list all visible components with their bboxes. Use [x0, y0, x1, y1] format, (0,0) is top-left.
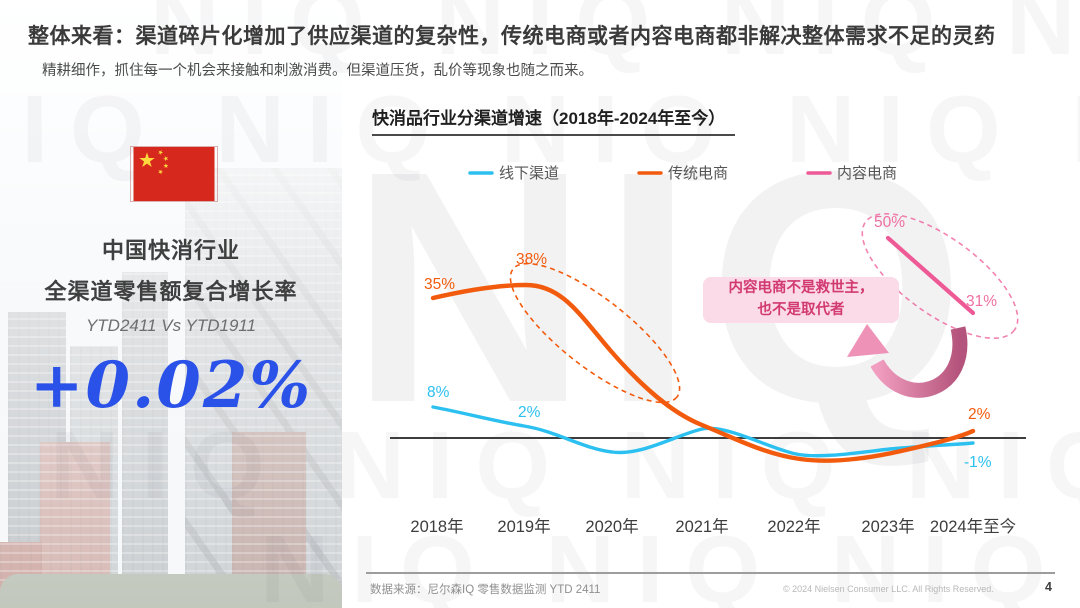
- point-label-content-2024: 31%: [966, 293, 997, 310]
- point-label-content-2023: 50%: [874, 214, 905, 231]
- slide-subtitle: 精耕细作，抓住每一个机会来接触和刺激消费。但渠道压货，乱价等现象也随之而来。: [42, 63, 593, 79]
- china-flag-icon: [133, 147, 215, 201]
- highlight-ellipse-traditional: [509, 262, 681, 404]
- point-label-traditional-2019: 38%: [516, 251, 547, 268]
- highlight-ellipse-content: [861, 212, 1019, 340]
- series-line-content: [885, 235, 976, 316]
- market-heading: 中国快消行业: [101, 238, 240, 263]
- legend-item-traditional-ecommerce: 传统电商: [637, 162, 728, 183]
- x-axis-label-2022: 2022年: [767, 518, 821, 536]
- x-axis-label-2024: 2024年至今: [929, 518, 1017, 536]
- line-chart-plot: 35% 38% 2% 8% 2% -1% 50% 31%: [390, 212, 1026, 471]
- x-axis: 2018年 2019年 2020年 2021年 2022年 2023年 2024…: [370, 513, 1040, 537]
- x-axis-label-2021: 2021年: [675, 518, 729, 536]
- point-label-offline-2024: -1%: [964, 454, 992, 471]
- point-label-offline-2018: 8%: [427, 384, 450, 401]
- slide-title: 整体来看：渠道碎片化增加了供应渠道的复杂性，传统电商或者内容电商都非解决整体需求…: [28, 25, 996, 48]
- annotation-line1: 内容电商不是救世主，: [728, 280, 874, 297]
- city-photo: [0, 0, 342, 608]
- legend-label: 线下渠道: [499, 165, 560, 182]
- metric-heading: 全渠道零售额复合增长率: [44, 279, 298, 304]
- trend-arrow-head-icon: [847, 324, 889, 357]
- point-label-offline-2019: 2%: [518, 404, 541, 421]
- offline-line-swatch-icon: [468, 170, 494, 175]
- legend-item-offline: 线下渠道: [468, 162, 559, 183]
- growth-value: +0.02%: [29, 348, 313, 423]
- footer-source: 数据来源：尼尔森IQ 零售数据监测 YTD 2411: [370, 584, 601, 596]
- legend-item-content-ecommerce: 内容电商: [806, 162, 897, 183]
- chart-title: 快消品行业分渠道增速（2018年-2024年至今）: [372, 104, 736, 136]
- x-axis-label-2019: 2019年: [497, 518, 551, 536]
- annotation-callout: 内容电商不是救世主， 也不是取代者: [703, 277, 899, 323]
- trend-arrow-icon: [870, 326, 968, 398]
- content-line-swatch-icon: [806, 170, 832, 175]
- white-fade-overlay: [0, 0, 342, 608]
- series-line-traditional: [430, 282, 976, 463]
- x-axis-label-2023: 2023年: [861, 518, 915, 536]
- annotation-line2: 也不是取代者: [757, 302, 845, 318]
- point-label-traditional-2018: 35%: [424, 276, 455, 293]
- x-axis-label-2018: 2018年: [410, 518, 464, 536]
- traditional-line-swatch-icon: [637, 170, 663, 175]
- x-axis-label-2020: 2020年: [585, 518, 639, 536]
- footer-divider: [366, 572, 1055, 574]
- page-number: 4: [1045, 580, 1052, 594]
- series-line-offline: [431, 405, 975, 458]
- chart-legend: 线下渠道 传统电商 内容电商: [468, 162, 897, 183]
- comparison-period: YTD2411 Vs YTD1911: [85, 316, 257, 335]
- point-label-traditional-2024: 2%: [968, 406, 991, 423]
- footer-copyright: © 2024 Nielsen Consumer LLC. All Rights …: [783, 584, 994, 594]
- legend-label: 内容电商: [837, 165, 898, 182]
- legend-label: 传统电商: [668, 165, 729, 182]
